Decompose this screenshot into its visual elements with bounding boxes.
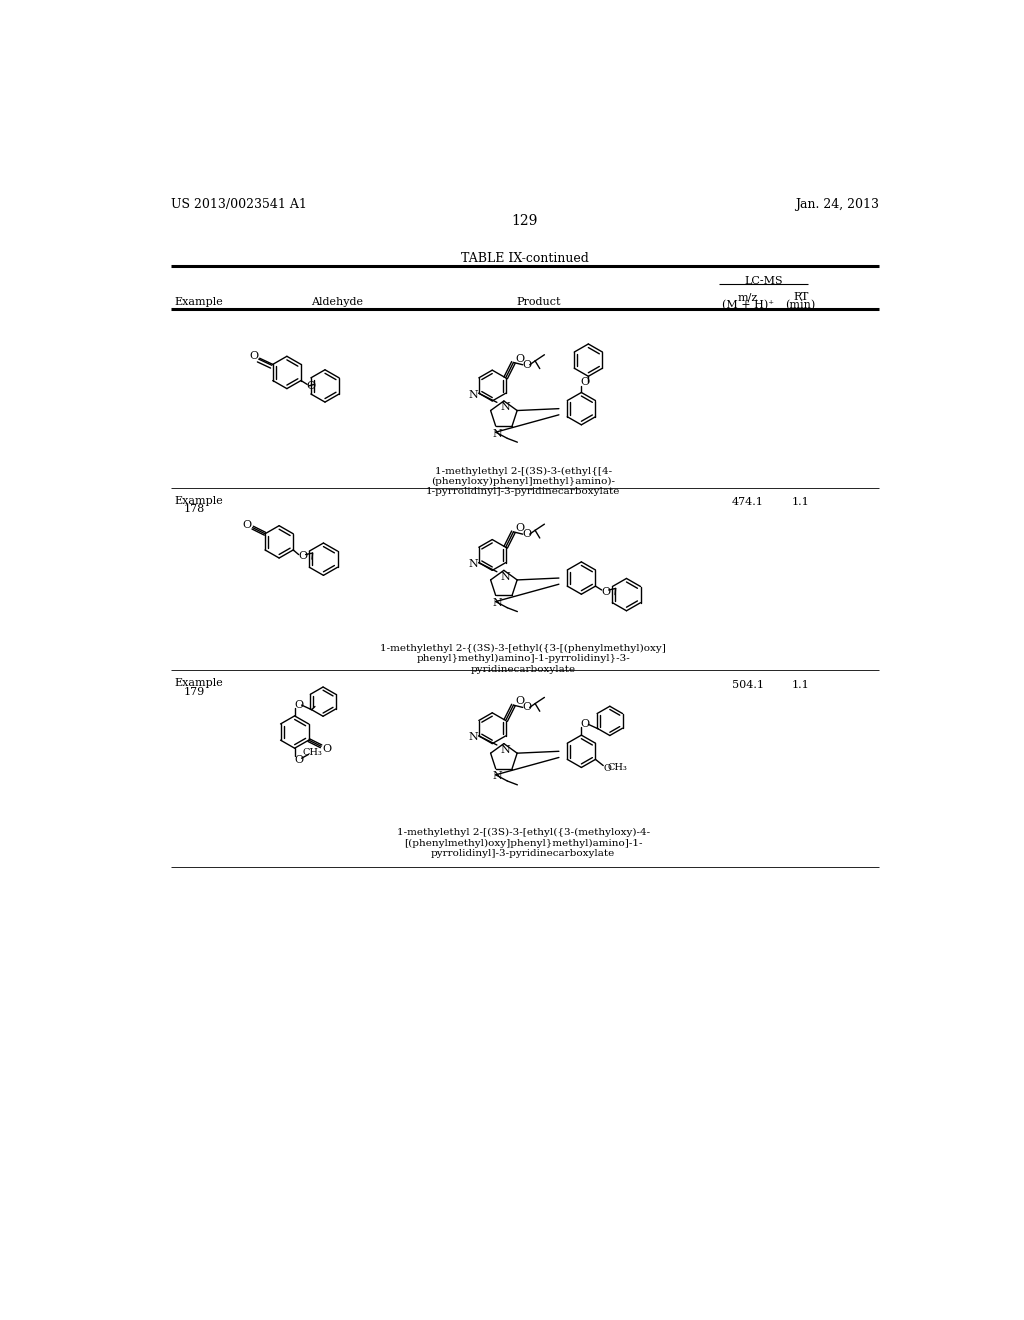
Text: O: O — [294, 755, 303, 764]
Text: 1.1: 1.1 — [792, 680, 810, 689]
Text: (M + H)⁺: (M + H)⁺ — [722, 300, 774, 310]
Text: O: O — [515, 354, 524, 363]
Text: O: O — [601, 586, 610, 597]
Text: m/z: m/z — [738, 293, 758, 302]
Text: N: N — [493, 771, 502, 781]
Text: 474.1: 474.1 — [732, 498, 764, 507]
Text: N: N — [501, 744, 510, 755]
Text: O: O — [581, 378, 590, 388]
Text: O: O — [294, 700, 303, 710]
Text: TABLE IX-continued: TABLE IX-continued — [461, 252, 589, 265]
Text: LC-MS: LC-MS — [744, 276, 782, 286]
Text: 1-methylethyl 2-[(3S)-3-(ethyl{[4-
(phenyloxy)phenyl]methyl}amino)-
1-pyrrolidin: 1-methylethyl 2-[(3S)-3-(ethyl{[4- (phen… — [426, 466, 621, 496]
Text: N: N — [493, 429, 502, 438]
Text: O: O — [522, 360, 531, 370]
Text: (min): (min) — [785, 300, 816, 310]
Text: O: O — [243, 520, 252, 531]
Text: Aldehyde: Aldehyde — [311, 297, 364, 308]
Text: 179: 179 — [183, 686, 205, 697]
Text: N: N — [501, 403, 510, 412]
Text: O: O — [322, 743, 331, 754]
Text: 178: 178 — [183, 504, 205, 513]
Text: O: O — [298, 552, 307, 561]
Text: O: O — [604, 764, 611, 774]
Text: CH₃: CH₃ — [607, 763, 627, 772]
Text: 129: 129 — [512, 214, 538, 228]
Text: O: O — [515, 696, 524, 706]
Text: O: O — [515, 523, 524, 533]
Text: O: O — [250, 351, 259, 360]
Text: US 2013/0023541 A1: US 2013/0023541 A1 — [171, 198, 306, 211]
Text: N: N — [469, 560, 478, 569]
Text: N: N — [501, 572, 510, 582]
Text: Example: Example — [174, 496, 223, 506]
Text: 1-methylethyl 2-[(3S)-3-[ethyl({3-(methyloxy)-4-
[(phenylmethyl)oxy]phenyl}methy: 1-methylethyl 2-[(3S)-3-[ethyl({3-(methy… — [396, 829, 650, 858]
Text: 1-methylethyl 2-{(3S)-3-[ethyl({3-[(phenylmethyl)oxy]
phenyl}methyl)amino]-1-pyr: 1-methylethyl 2-{(3S)-3-[ethyl({3-[(phen… — [380, 644, 667, 673]
Text: 1.1: 1.1 — [792, 498, 810, 507]
Text: CH₃: CH₃ — [302, 748, 323, 758]
Text: O: O — [522, 529, 531, 539]
Text: N: N — [469, 733, 478, 742]
Text: O: O — [306, 381, 315, 391]
Text: O: O — [581, 719, 590, 730]
Text: Product: Product — [516, 297, 561, 308]
Text: Example: Example — [174, 678, 223, 688]
Text: 504.1: 504.1 — [732, 680, 764, 689]
Text: Example: Example — [174, 297, 223, 308]
Text: O: O — [522, 702, 531, 713]
Text: N: N — [469, 389, 478, 400]
Text: RT: RT — [793, 293, 808, 302]
Text: N: N — [493, 598, 502, 609]
Text: Jan. 24, 2013: Jan. 24, 2013 — [795, 198, 879, 211]
